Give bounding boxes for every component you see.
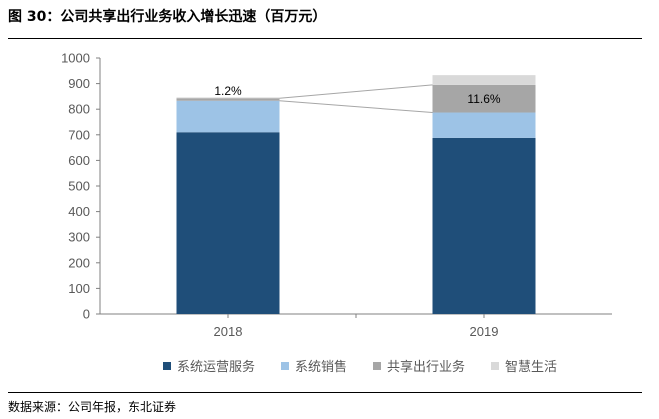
legend-swatch xyxy=(281,362,289,370)
source-note: 数据来源：公司年报，东北证券 xyxy=(8,400,177,414)
bar-segment xyxy=(432,137,536,314)
y-tick-label: 200 xyxy=(68,255,90,270)
y-tick-label: 800 xyxy=(68,102,90,117)
bar-segment xyxy=(176,97,280,99)
source-rule xyxy=(8,392,642,393)
bar-segment xyxy=(176,100,280,133)
y-tick-label: 0 xyxy=(83,307,90,322)
bar-segment xyxy=(176,132,280,314)
legend-swatch xyxy=(373,362,381,370)
legend-swatch xyxy=(163,362,171,370)
figure-title: 图 30：公司共享出行业务收入增长迅速（百万元） xyxy=(8,9,327,25)
bar-segment xyxy=(432,75,536,85)
y-tick-label: 500 xyxy=(68,179,90,194)
connector-line xyxy=(279,84,433,99)
bar-segment xyxy=(432,112,536,138)
data-label: 11.6% xyxy=(467,92,500,106)
y-tick-label: 400 xyxy=(68,204,90,219)
connector-line xyxy=(279,100,433,114)
legend-label: 系统销售 xyxy=(295,359,347,375)
y-tick-label: 100 xyxy=(68,281,90,296)
legend-label: 系统运营服务 xyxy=(177,359,255,375)
y-tick-label: 300 xyxy=(68,230,90,245)
data-label: 1.2% xyxy=(214,84,242,98)
y-tick-label: 700 xyxy=(68,127,90,142)
legend-label: 共享出行业务 xyxy=(387,359,465,375)
y-tick-label: 900 xyxy=(68,76,90,91)
x-tick-label: 2019 xyxy=(470,324,499,339)
y-tick-label: 1000 xyxy=(61,51,90,66)
title-rule xyxy=(8,38,642,39)
legend-label: 智慧生活 xyxy=(505,359,557,375)
bar-segment xyxy=(432,84,536,113)
bar-segment xyxy=(176,98,280,101)
y-tick-label: 600 xyxy=(68,153,90,168)
x-tick-label: 2018 xyxy=(214,324,243,339)
legend-swatch xyxy=(491,362,499,370)
